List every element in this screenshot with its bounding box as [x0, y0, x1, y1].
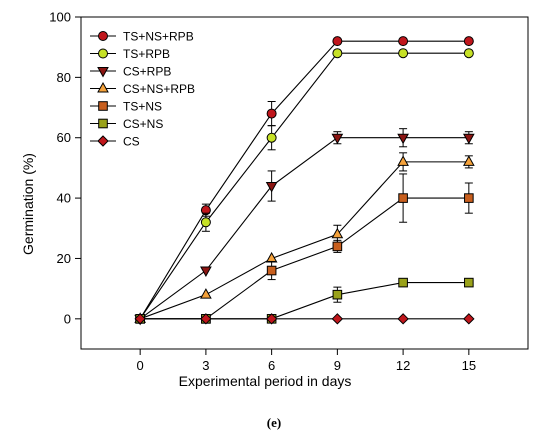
plot-border: [80, 16, 529, 350]
data-point: [200, 217, 211, 228]
legend-marker: [97, 67, 109, 78]
data-point: [463, 48, 474, 59]
y-axis-title: Germination (%): [20, 153, 36, 255]
series-layer: [134, 36, 475, 326]
series-ts-ns-rpb: [135, 36, 474, 324]
legend-label: CS+RPB: [123, 65, 171, 79]
legend-label: TS+NS+RPB: [123, 30, 194, 44]
data-point: [332, 241, 343, 252]
legend-label: TS+NS: [123, 100, 162, 114]
plot-frame: [80, 16, 529, 350]
legend-marker: [98, 101, 108, 111]
y-tick-label: 80: [57, 70, 71, 85]
data-point: [266, 265, 277, 276]
data-point: [331, 227, 344, 239]
legend-marker: [97, 81, 109, 93]
legend-item: CS+NS+RPB: [90, 81, 195, 96]
x-axis-title: Experimental period in days: [179, 373, 352, 389]
series-line: [139, 40, 469, 320]
data-point: [397, 155, 409, 166]
data-point: [331, 313, 344, 325]
x-tick-label: 0: [137, 358, 144, 373]
data-point: [397, 313, 409, 325]
data-point: [266, 132, 277, 143]
x-tick-label: 9: [334, 358, 341, 373]
data-point: [464, 193, 474, 203]
series-cs: [134, 313, 475, 325]
y-tick-label: 40: [57, 191, 71, 206]
y-tick-label: 20: [57, 251, 71, 266]
legend-label: CS: [123, 135, 140, 149]
data-point: [398, 36, 409, 47]
data-point: [463, 313, 475, 325]
data-point: [200, 288, 212, 299]
data-point: [134, 313, 146, 325]
y-tick-label: 100: [49, 10, 71, 25]
series-cs-rpb: [134, 128, 475, 326]
legend-marker: [97, 135, 109, 147]
series-line: [139, 137, 469, 320]
y-tick-label: 60: [57, 130, 71, 145]
series-cs-ns-rpb: [134, 152, 475, 323]
data-point: [464, 277, 474, 288]
data-point: [331, 133, 344, 145]
data-point: [398, 277, 408, 288]
data-point: [463, 36, 474, 47]
series-ts-ns: [135, 173, 474, 324]
legend-item: TS+NS+RPB: [90, 30, 194, 44]
y-tick-label: 0: [64, 311, 71, 326]
data-point: [200, 313, 212, 325]
x-tick-label: 15: [462, 358, 476, 373]
x-tick-label: 6: [268, 358, 275, 373]
legend-item: TS+RPB: [90, 47, 170, 61]
legend-item: TS+NS: [90, 100, 162, 114]
series-line: [139, 52, 469, 320]
data-point: [200, 266, 212, 278]
legend-marker: [98, 118, 108, 129]
data-point: [398, 48, 409, 59]
axes: 0 20 40 60 80 100 0 3 6 9 12 15: [49, 10, 476, 374]
legend-marker: [98, 48, 108, 59]
legend-marker: [98, 31, 108, 41]
data-point: [265, 182, 278, 193]
legend-label: CS+NS: [123, 117, 163, 131]
legend-item: CS+RPB: [90, 65, 171, 79]
legend: TS+NS+RPB TS+RPB CS+RPB CS+NS+RPB TS+NS CS+NS…: [90, 30, 195, 149]
data-point: [332, 36, 343, 47]
data-point: [462, 133, 475, 145]
data-point: [462, 155, 475, 166]
legend-item: CS+NS: [90, 117, 163, 131]
x-tick-label: 3: [202, 358, 209, 373]
data-point: [265, 313, 278, 325]
data-point: [332, 289, 343, 300]
data-point: [398, 193, 408, 203]
legend-item: CS: [90, 135, 140, 149]
legend-label: CS+NS+RPB: [123, 82, 195, 96]
x-tick-label: 12: [396, 358, 410, 373]
legend-label: TS+RPB: [123, 47, 170, 61]
data-point: [397, 133, 409, 145]
series-line: [139, 161, 469, 320]
panel-label: (e): [267, 415, 281, 430]
data-point: [332, 48, 343, 59]
data-point: [266, 108, 277, 119]
